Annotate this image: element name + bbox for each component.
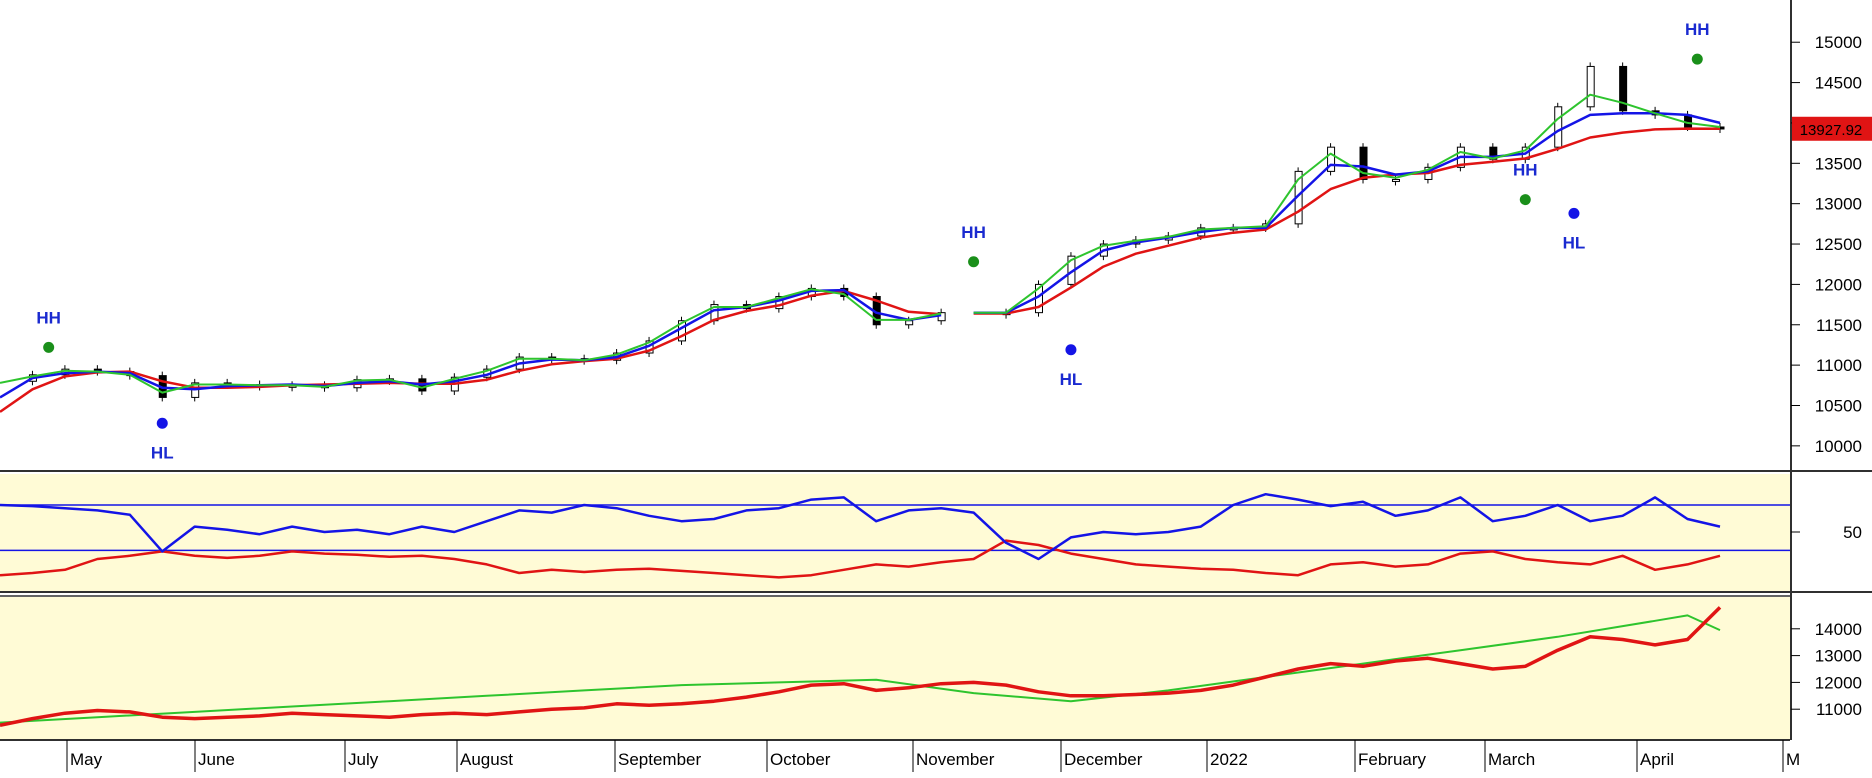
price-axis-ticks: 10000 10500 11000 11500 12000 12500 13000 13500…: [1791, 33, 1862, 456]
lower-panel[interactable]: [0, 597, 1790, 740]
date-label: December: [1064, 750, 1143, 769]
swing-low-label: HL: [151, 443, 174, 462]
price-tick-label: 14500: [1815, 74, 1862, 93]
lower-red-line: [0, 606, 1722, 728]
ma-fast-line: [0, 288, 942, 394]
swing-low-dot: [1568, 207, 1580, 219]
ma-fast-line: [973, 93, 1721, 314]
last-price-label: 13927.92: [1800, 122, 1863, 139]
swing-low-dot: [156, 417, 168, 429]
candle-body: [905, 320, 914, 326]
candle-body: [1359, 146, 1368, 180]
lower-axis-ticks: 11000 12000 13000 14000: [1791, 620, 1862, 719]
oscillator-axis-ticks: 50: [1791, 523, 1862, 542]
date-axis: May June July August September October Novembe…: [66, 740, 1800, 772]
candle-body: [775, 296, 784, 310]
price-moving-averages: [0, 93, 1721, 413]
candle-body: [1554, 106, 1563, 148]
candle-body: [1586, 65, 1595, 108]
date-label: August: [460, 750, 513, 769]
candle-body: [1391, 178, 1400, 182]
price-tick-label: 13500: [1815, 154, 1862, 173]
swing-low-label: HL: [1563, 233, 1586, 252]
swing-high-label: HH: [36, 308, 61, 327]
swing-markers: HH HL HH HL HH HL HH: [36, 20, 1709, 462]
price-panel[interactable]: [0, 0, 1790, 470]
date-label: M: [1786, 750, 1800, 769]
price-tick-label: 12500: [1815, 235, 1862, 254]
swing-low-dot: [1065, 344, 1077, 356]
oscillator-blue-line: [0, 492, 1721, 561]
osc-tick-label: 50: [1843, 523, 1862, 542]
swing-high-dot: [1691, 53, 1703, 65]
date-label: November: [916, 750, 995, 769]
lower-tick-label: 14000: [1815, 620, 1862, 639]
date-axis-area: [0, 740, 1790, 778]
swing-high-dot: [1519, 194, 1531, 206]
oscillator-lines: [0, 492, 1721, 579]
candle-body: [1327, 146, 1336, 172]
last-price-box: [1792, 116, 1872, 141]
ma-mid-line: [973, 112, 1721, 314]
date-label: September: [618, 750, 701, 769]
date-label: June: [198, 750, 235, 769]
date-label: October: [770, 750, 831, 769]
price-tick-label: 10500: [1815, 396, 1862, 415]
date-label: 2022: [1210, 750, 1248, 769]
swing-high-dot: [968, 256, 980, 268]
price-tick-label: 10000: [1815, 437, 1862, 456]
lower-panel-lines: [0, 606, 1722, 728]
ma-slow-line: [973, 127, 1721, 315]
date-label: May: [70, 750, 103, 769]
date-label: April: [1640, 750, 1674, 769]
ma-slow-line: [0, 289, 942, 413]
ma-mid-line: [0, 288, 942, 399]
candle-body: [1619, 65, 1628, 112]
date-label: March: [1488, 750, 1535, 769]
date-label: July: [348, 750, 379, 769]
price-tick-label: 12000: [1815, 275, 1862, 294]
swing-high-label: HH: [1685, 20, 1710, 39]
lower-tick-label: 13000: [1815, 647, 1862, 666]
price-tick-label: 11500: [1816, 316, 1862, 335]
price-tick-label: 13000: [1815, 195, 1862, 214]
lower-tick-label: 11000: [1816, 700, 1862, 719]
date-label: February: [1358, 750, 1427, 769]
price-tick-label: 11000: [1816, 356, 1862, 375]
lower-tick-label: 12000: [1815, 673, 1862, 692]
price-tick-label: 15000: [1815, 33, 1862, 52]
swing-high-label: HH: [1513, 161, 1538, 180]
oscillator-red-line: [0, 539, 1721, 579]
oscillator-panel[interactable]: [0, 474, 1790, 591]
swing-high-dot: [43, 341, 55, 353]
swing-high-label: HH: [961, 223, 986, 242]
swing-low-label: HL: [1060, 370, 1083, 389]
